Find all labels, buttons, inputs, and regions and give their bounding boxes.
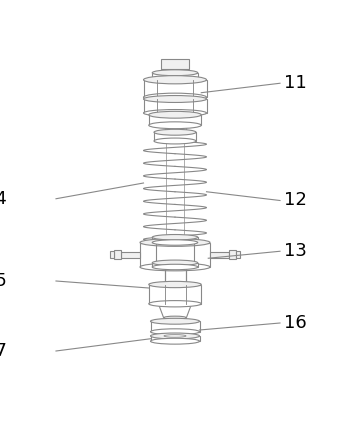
Bar — [164, 267, 186, 284]
Ellipse shape — [152, 234, 198, 240]
Ellipse shape — [149, 122, 201, 128]
Ellipse shape — [144, 109, 206, 117]
Ellipse shape — [154, 129, 196, 135]
Bar — [152, 237, 198, 242]
Ellipse shape — [140, 263, 210, 271]
Polygon shape — [158, 304, 192, 318]
Bar — [144, 80, 206, 97]
Ellipse shape — [149, 281, 201, 288]
Bar — [114, 250, 121, 259]
Ellipse shape — [154, 138, 196, 144]
Ellipse shape — [164, 320, 186, 323]
Bar — [121, 252, 140, 257]
Text: 14: 14 — [0, 190, 7, 208]
Ellipse shape — [150, 333, 200, 339]
Ellipse shape — [150, 319, 200, 324]
Ellipse shape — [164, 316, 186, 319]
Bar — [164, 125, 186, 141]
Bar — [166, 141, 184, 242]
Ellipse shape — [149, 301, 201, 307]
Bar — [140, 242, 210, 267]
Bar — [210, 252, 229, 257]
Text: 17: 17 — [0, 342, 7, 360]
Ellipse shape — [152, 264, 198, 270]
Ellipse shape — [152, 240, 198, 245]
Text: 13: 13 — [284, 242, 306, 260]
Ellipse shape — [144, 93, 206, 101]
Bar — [150, 336, 200, 341]
Bar — [154, 132, 196, 141]
Text: 16: 16 — [284, 314, 306, 332]
Ellipse shape — [164, 334, 186, 337]
Ellipse shape — [152, 70, 198, 76]
Bar — [149, 284, 201, 304]
Bar — [144, 99, 206, 113]
Bar — [149, 115, 201, 125]
Bar — [236, 251, 240, 258]
Text: 12: 12 — [284, 191, 306, 210]
Ellipse shape — [144, 76, 206, 84]
Ellipse shape — [150, 338, 200, 344]
Ellipse shape — [140, 239, 210, 246]
Ellipse shape — [152, 260, 198, 265]
Ellipse shape — [144, 96, 206, 102]
Bar — [164, 318, 186, 321]
Bar — [229, 250, 236, 259]
Ellipse shape — [149, 111, 201, 118]
Bar — [152, 73, 198, 80]
Bar — [161, 59, 189, 69]
Text: 11: 11 — [284, 74, 306, 92]
Bar — [150, 321, 200, 332]
Ellipse shape — [150, 329, 200, 335]
Ellipse shape — [152, 77, 198, 83]
Bar — [152, 263, 198, 267]
Bar — [110, 251, 114, 258]
Text: 15: 15 — [0, 272, 7, 290]
